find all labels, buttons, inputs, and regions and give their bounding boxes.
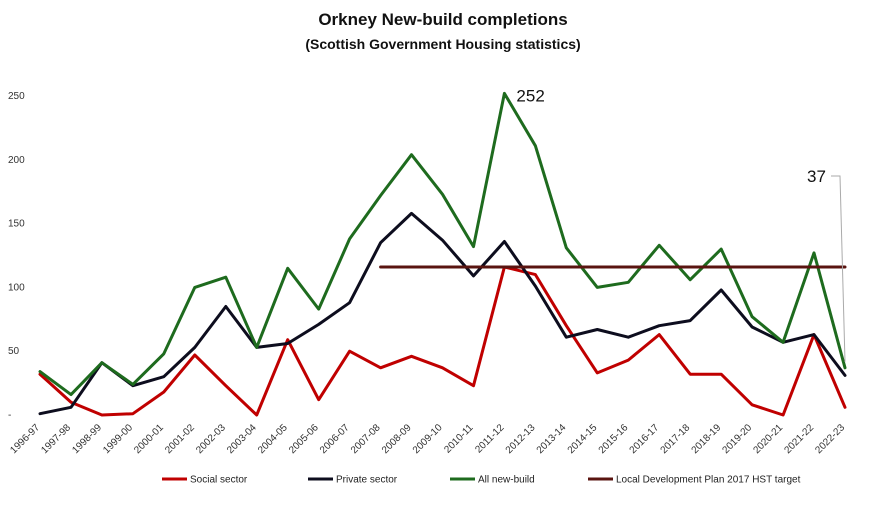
x-tick-label: 2012-13	[504, 422, 538, 456]
y-tick-label: -	[8, 410, 11, 421]
series-line	[38, 91, 847, 397]
x-tick-label: 1996-97	[8, 422, 42, 456]
series-lines	[38, 91, 847, 417]
x-tick-label: 1997-98	[39, 422, 73, 456]
annotation-leader-line	[831, 175, 846, 362]
x-tick-label: 2015-16	[597, 422, 631, 456]
x-tick-label: 2007-08	[349, 422, 383, 456]
x-tick-label: 2000-01	[132, 422, 166, 456]
y-tick-label: 200	[8, 155, 25, 166]
legend: Social sector Private sector All new-build…	[162, 475, 801, 486]
x-tick-label: 2009-10	[411, 422, 445, 456]
legend-entry: Local Development Plan 2017 HST target	[616, 475, 801, 486]
x-tick-label: 2003-04	[225, 422, 259, 456]
y-axis-ticks: - 50 100 150 200 250	[8, 91, 25, 421]
x-tick-label: 2004-05	[256, 422, 290, 456]
x-tick-label: 1998-99	[70, 422, 104, 456]
x-tick-label: 2022-23	[813, 422, 847, 456]
y-tick-label: 100	[8, 282, 25, 293]
x-tick-label: 1999-00	[101, 422, 135, 456]
x-tick-label: 2001-02	[163, 422, 197, 456]
annotation-label: 37	[807, 167, 826, 186]
x-tick-label: 2017-18	[659, 422, 693, 456]
y-tick-label: 150	[8, 219, 25, 230]
x-tick-label: 2006-07	[318, 422, 352, 456]
x-tick-label: 2018-19	[690, 422, 724, 456]
chart-title: Orkney New-build completions	[318, 10, 567, 29]
x-tick-label: 2014-15	[566, 422, 600, 456]
legend-entry: Social sector	[190, 475, 248, 486]
series-line	[38, 265, 847, 417]
x-tick-label: 2002-03	[194, 422, 228, 456]
annotation-label: 252	[516, 86, 544, 105]
annotations: 252 37	[516, 86, 846, 362]
x-tick-label: 2020-21	[751, 422, 785, 456]
x-tick-label: 2016-17	[628, 422, 662, 456]
x-tick-label: 2021-22	[782, 422, 816, 456]
legend-entry: All new-build	[478, 475, 535, 486]
x-tick-label: 2005-06	[287, 422, 321, 456]
series-line	[38, 211, 847, 416]
x-tick-label: 2010-11	[442, 422, 476, 456]
chart-subtitle: (Scottish Government Housing statistics)	[305, 36, 580, 52]
x-tick-label: 2008-09	[380, 422, 414, 456]
x-tick-label: 2019-20	[721, 422, 755, 456]
x-axis-ticks: 1996-971997-981998-991999-002000-012001-…	[8, 422, 847, 456]
y-tick-label: 50	[8, 346, 20, 357]
y-tick-label: 250	[8, 91, 25, 102]
x-tick-label: 2011-12	[473, 422, 507, 456]
x-tick-label: 2013-14	[535, 422, 569, 456]
legend-entry: Private sector	[336, 475, 398, 486]
